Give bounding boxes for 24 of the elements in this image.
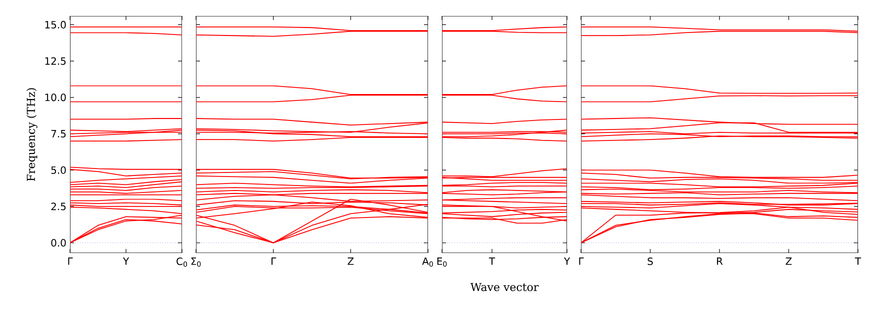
y-tick-label: 0.0 [51, 239, 66, 247]
x-tick-label: C$_{0}$ [176, 258, 188, 267]
x-tick-label: Σ$_{0}$ [191, 258, 201, 267]
x-tick-label: T [488, 258, 496, 265]
x-tick-label: Γ [68, 258, 73, 265]
y-tick-label: 10.0 [45, 94, 66, 102]
x-tick-label: Z [786, 258, 792, 265]
x-tick-label: Z [348, 258, 354, 265]
y-tick-label: 15.0 [45, 20, 66, 28]
x-tick-label: R [717, 258, 723, 265]
y-tick-label: 2.5 [51, 202, 66, 210]
x-tick-label: Γ [579, 258, 584, 265]
y-tick-label: 12.5 [45, 57, 66, 65]
x-tick-label: Y [564, 258, 570, 265]
x-tick-label: E$_{0}$ [437, 258, 447, 267]
x-tick-label: Γ [272, 258, 276, 265]
x-axis-title: Wave vector [470, 282, 539, 292]
x-tick-label: Y [122, 258, 130, 265]
x-tick-label: S [648, 258, 653, 266]
x-tick-label: A$_{0}$ [422, 258, 433, 267]
y-axis-title: Frequency (THz) [26, 88, 38, 182]
x-tick-label: T [854, 258, 862, 265]
y-tick-label: 7.5 [51, 130, 66, 138]
y-tick-label: 5.0 [51, 166, 66, 174]
